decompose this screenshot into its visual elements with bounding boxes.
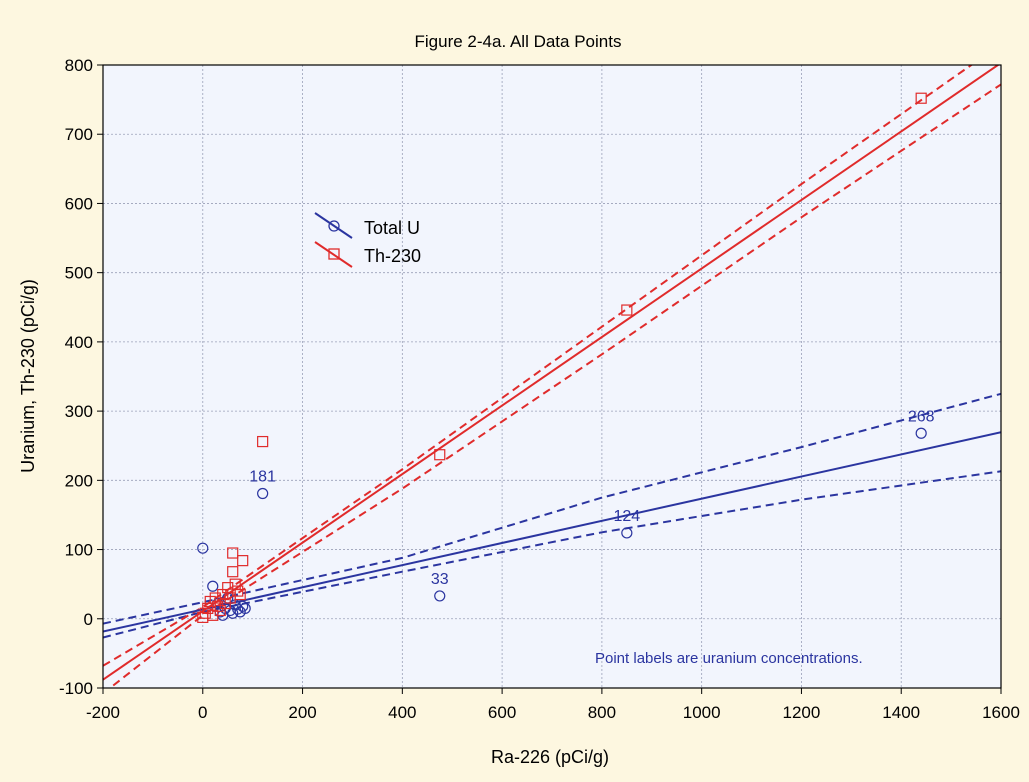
y-tick-label: 600 — [65, 194, 93, 213]
point-th-230 — [212, 600, 224, 612]
point-th-230 — [232, 585, 244, 597]
grid — [103, 65, 1001, 688]
chart-title: Figure 2-4a. All Data Points — [415, 32, 622, 51]
point-total-u — [621, 527, 633, 539]
y-tick-label: 100 — [65, 541, 93, 560]
band-lower-th-230 — [108, 83, 1001, 688]
legend-marker-total-u — [328, 220, 340, 232]
point-th-230 — [257, 435, 269, 448]
point-th-230 — [234, 588, 246, 601]
y-axis-label: Uranium, Th-230 (pCi/g) — [18, 279, 38, 473]
y-tick-label: 400 — [65, 333, 93, 352]
y-tick-label: 0 — [84, 610, 93, 629]
legend-line-total-u — [314, 212, 353, 239]
y-tick-label: 800 — [65, 56, 93, 75]
fit-line-total-u — [103, 431, 1001, 633]
point-total-u — [197, 542, 209, 554]
legend-label-total-u: Total U — [364, 218, 420, 238]
point-th-230 — [237, 555, 249, 567]
point-total-u — [257, 487, 269, 500]
y-axis-ticks: -100 0 100 200 300 400 500 600 700 800 — [59, 56, 103, 698]
x-tick-label: 1200 — [783, 703, 821, 722]
point-total-u — [915, 427, 927, 439]
point-th-230 — [227, 566, 239, 578]
x-tick-label: 0 — [198, 703, 207, 722]
y-tick-label: 300 — [65, 402, 93, 421]
point-total-u — [434, 590, 446, 602]
legend-line-th230 — [314, 241, 353, 268]
point-th-230 — [915, 92, 927, 104]
point-labels: 181 33 124 268 — [249, 408, 934, 588]
point-label: 124 — [613, 508, 640, 525]
point-label: 268 — [908, 408, 935, 425]
x-tick-label: 400 — [388, 703, 416, 722]
plot-frame — [102, 64, 1002, 689]
point-label: 33 — [431, 571, 449, 588]
x-tick-label: 1000 — [683, 703, 721, 722]
data-points — [197, 92, 927, 623]
x-axis-ticks: -200 0 200 400 600 800 1000 1200 1400 1600 — [86, 688, 1020, 722]
point-th-230 — [227, 547, 239, 559]
fit-lines — [103, 65, 1001, 681]
y-tick-label: 200 — [65, 471, 93, 490]
point-th-230 — [621, 304, 633, 316]
band-upper-th-230 — [103, 65, 974, 667]
point-label: 181 — [249, 468, 276, 485]
x-tick-label: 800 — [588, 703, 616, 722]
point-total-u — [237, 600, 249, 612]
x-tick-label: 1600 — [982, 703, 1020, 722]
point-total-u — [207, 580, 219, 592]
confidence-bands — [103, 65, 1001, 688]
y-tick-label: -100 — [59, 679, 93, 698]
legend: Total U Th-230 — [314, 212, 421, 268]
y-tick-label: 700 — [65, 125, 93, 144]
annotation: Point labels are uranium concentrations. — [595, 650, 863, 667]
legend-label-th230: Th-230 — [364, 246, 421, 266]
y-tick-label: 500 — [65, 264, 93, 283]
x-tick-label: 600 — [488, 703, 516, 722]
band-upper-total-u — [103, 392, 1001, 625]
x-tick-label: 200 — [288, 703, 316, 722]
point-total-u — [239, 602, 251, 614]
point-th-230 — [434, 449, 446, 461]
legend-marker-th230 — [328, 248, 340, 260]
x-tick-label: -200 — [86, 703, 120, 722]
x-tick-label: 1400 — [882, 703, 920, 722]
fit-line-th-230 — [103, 65, 1000, 681]
x-axis-label: Ra-226 (pCi/g) — [491, 747, 609, 767]
